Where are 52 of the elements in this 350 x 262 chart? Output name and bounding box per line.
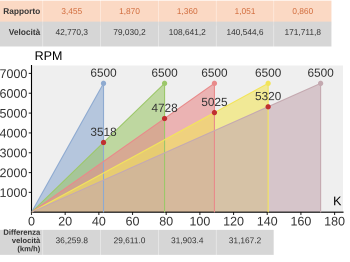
y-tick-label: 3000 <box>0 148 27 158</box>
y-tick-label: 4000 <box>0 128 27 138</box>
x-tick-label: 180 <box>325 216 345 226</box>
text: 1,051 <box>235 8 256 16</box>
point <box>212 80 218 86</box>
y-axis-title: RPM <box>36 51 62 60</box>
data-label: 6500 <box>152 68 178 77</box>
data-label: 5025 <box>202 98 228 106</box>
text: 171,711,8 <box>285 29 321 36</box>
y-tick-label: 2000 <box>0 168 27 178</box>
x-tick-label: 40 <box>92 216 106 226</box>
x-axis-title: K <box>334 196 342 206</box>
text: 42,770,3 <box>56 29 88 36</box>
data-label: 6500 <box>90 68 116 77</box>
text: 108,641,2 <box>169 29 206 36</box>
text: Velocità <box>8 28 40 35</box>
x-tick-label: 80 <box>160 216 173 226</box>
point <box>265 80 271 86</box>
point <box>100 80 106 86</box>
text: 31,903.4 <box>171 237 204 244</box>
x-tick-label: 140 <box>258 216 278 226</box>
y-tick-label: 7000 <box>0 69 27 78</box>
point <box>162 116 168 122</box>
x-tick-label: 100 <box>190 216 210 226</box>
data-label: 6500 <box>308 68 334 77</box>
point <box>318 80 324 86</box>
text: 3,455 <box>62 8 82 16</box>
text: 31,167.2 <box>229 237 261 244</box>
x-tick-label: 60 <box>126 216 139 226</box>
data-label: 4728 <box>152 104 178 112</box>
point <box>265 104 271 110</box>
text: 0,860 <box>292 8 313 16</box>
text: Rapporto <box>4 8 40 16</box>
point <box>162 80 168 86</box>
text: 29,611.0 <box>114 237 146 244</box>
text: 1,870 <box>120 8 140 16</box>
data-label: 6500 <box>256 68 281 77</box>
x-tick-label: 160 <box>291 216 311 226</box>
data-label: 5320 <box>255 92 281 100</box>
point <box>100 140 106 146</box>
y-tick-label: 5000 <box>0 108 27 118</box>
data-label: 6500 <box>202 68 228 77</box>
text: 79,030,2 <box>114 29 146 36</box>
y-tick-label: 6000 <box>0 89 27 98</box>
text: 140,544,6 <box>227 29 264 36</box>
text: 1,360 <box>177 8 198 16</box>
y-tick-label: 1000 <box>0 188 27 198</box>
x-tick-label: 20 <box>58 216 72 226</box>
text: 36,259.8 <box>56 237 88 244</box>
x-tick-label: 120 <box>224 216 244 226</box>
point <box>212 110 218 116</box>
x-tick-label: 0 <box>28 216 34 226</box>
